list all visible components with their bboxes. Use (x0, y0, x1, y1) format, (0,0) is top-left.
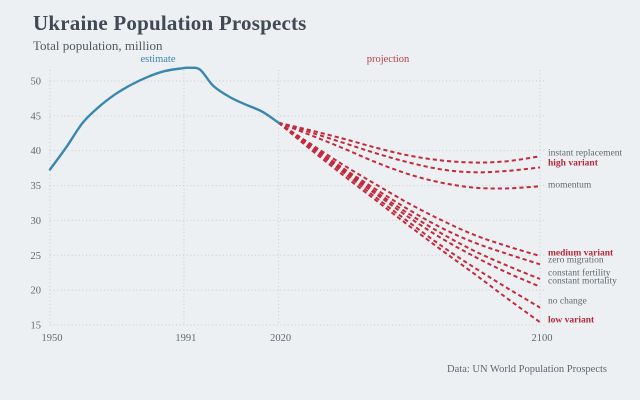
y-tick-25: 25 (31, 251, 42, 262)
y-tick-40: 40 (31, 146, 42, 157)
projection-line-instant-replacement (278, 121, 541, 164)
x-tick-2100: 2100 (532, 333, 553, 344)
series-label-low-variant: low variant (548, 314, 595, 325)
x-tick-1991: 1991 (175, 333, 196, 344)
series-label-no-change: no change (548, 296, 587, 307)
x-tick-1950: 1950 (42, 333, 63, 344)
series-label-medium-variant: medium variant (548, 248, 614, 259)
page-title: Ukraine Population Prospects (33, 11, 307, 35)
series-label-instant-replacement: instant replacement (548, 148, 623, 159)
projection-line-zero-migration (278, 121, 541, 266)
series-label-zero-migration: zero migration (548, 255, 604, 266)
projection-line-high-variant (278, 121, 541, 174)
projection-line-no-change (278, 122, 541, 309)
series-label-momentum: momentum (548, 180, 592, 191)
series-label-constant-fertility: constant fertility (548, 268, 611, 279)
y-tick-20: 20 (31, 286, 42, 297)
series-label-constant-mortality: constant mortality (548, 276, 617, 287)
data-source-note: Data: UN World Population Prospects (447, 364, 607, 375)
estimate-line (48, 66, 280, 171)
estimate-zone-label: estimate (140, 54, 176, 65)
chart-subtitle: Total population, million (33, 38, 163, 53)
projection-line-low-variant (278, 122, 541, 324)
x-tick-2020: 2020 (270, 333, 291, 344)
y-tick-15: 15 (31, 321, 42, 332)
y-tick-50: 50 (31, 77, 42, 88)
y-tick-30: 30 (31, 216, 42, 227)
y-tick-35: 35 (31, 181, 42, 192)
y-tick-45: 45 (31, 111, 42, 122)
series-label-high-variant: high variant (548, 158, 598, 169)
projection-zone-label: projection (366, 54, 410, 65)
projection-line-momentum (278, 121, 541, 190)
projection-line-medium-variant (278, 121, 541, 257)
